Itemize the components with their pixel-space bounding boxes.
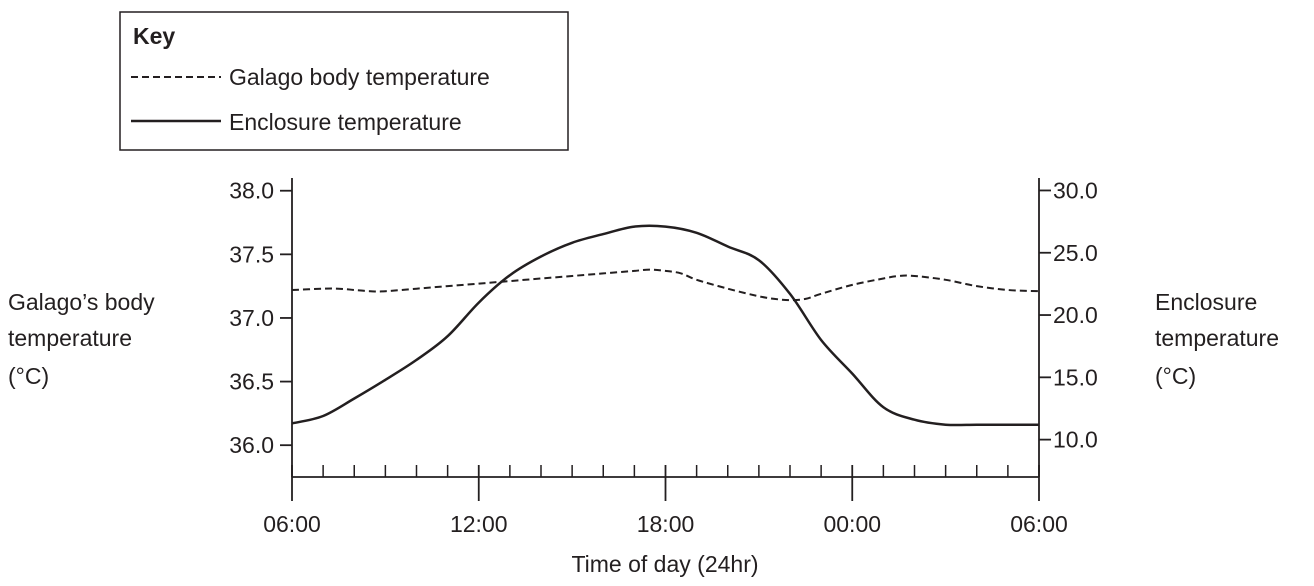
x-tick-label: 18:00 — [637, 511, 695, 537]
series-line-enclosure-temperature — [291, 224, 1039, 427]
left-axis-title-line-1: Galago’s body — [8, 289, 155, 315]
right-tick-label: 25.0 — [1053, 240, 1098, 266]
left-tick-label: 36.5 — [229, 369, 274, 395]
right-tick-label: 15.0 — [1053, 364, 1098, 390]
right-tick-label: 30.0 — [1053, 177, 1098, 203]
right-tick-label: 10.0 — [1053, 427, 1098, 453]
left-axis-title: Galago’s body temperature (°C) — [8, 289, 161, 389]
left-axis-title-line-2: temperature — [8, 325, 132, 351]
legend-label-body: Galago body temperature — [229, 64, 490, 90]
x-tick-label: 00:00 — [823, 511, 881, 537]
legend-frame — [119, 11, 569, 151]
x-tick-label: 06:00 — [263, 511, 321, 537]
x-tick-label: 12:00 — [450, 511, 508, 537]
left-tick-label: 36.0 — [229, 432, 274, 458]
left-axis-title-line-3: (°C) — [8, 363, 49, 389]
left-tick-label: 38.0 — [229, 178, 274, 204]
right-tick-label: 20.0 — [1053, 302, 1098, 328]
x-axis-title: Time of day (24hr) — [571, 551, 758, 577]
legend-title: Key — [133, 23, 175, 49]
left-tick-label: 37.0 — [229, 305, 274, 331]
series-layer — [291, 224, 1040, 427]
legend: Key Galago body temperature Enclosure te… — [119, 11, 569, 151]
right-axis-title-line-1: Enclosure — [1155, 289, 1257, 315]
right-axis-title-line-2: temperature — [1155, 325, 1279, 351]
axes-layer: 38.0 37.5 37.0 36.5 36.0 30.0 25.0 20.0 15.0 10.0… — [229, 177, 1098, 537]
left-tick-label: 37.5 — [229, 241, 274, 267]
right-axis-title-line-3: (°C) — [1155, 363, 1196, 389]
right-axis-title: Enclosure temperature (°C) — [1155, 289, 1285, 389]
legend-label-enclosure: Enclosure temperature — [229, 109, 462, 135]
x-tick-label: 06:00 — [1010, 511, 1068, 537]
series-line-body-temperature — [291, 268, 1040, 302]
